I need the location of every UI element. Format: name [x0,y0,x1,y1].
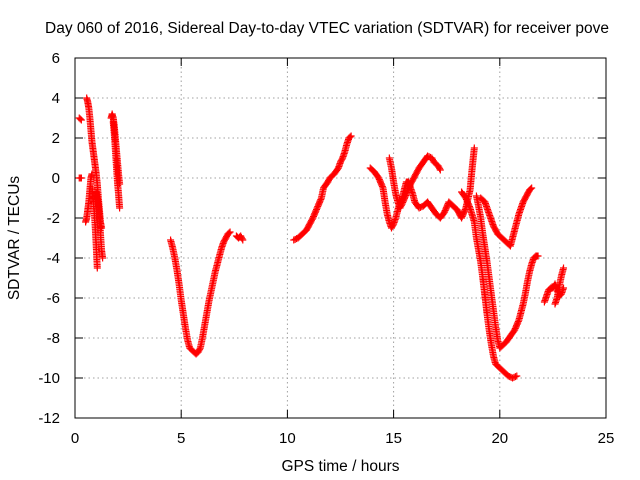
y-tick-label: 4 [52,90,60,107]
data-point [77,174,85,182]
data-point [436,165,444,173]
x-axis-label: GPS time / hours [281,458,399,475]
y-axis-label: SDTVAR / TECUs [6,176,23,301]
data-point [528,184,536,192]
y-tick-label: -6 [47,290,60,307]
data-point [76,115,84,123]
x-tick-label: 15 [385,430,402,447]
data-point [465,203,473,211]
x-tick-label: 0 [71,430,79,447]
data-point [347,132,355,140]
data-point [226,228,234,236]
data-point [346,133,354,141]
data-point [99,254,107,262]
x-tick-label: 25 [598,430,615,447]
y-tick-label: -2 [47,210,60,227]
data-point [225,229,233,237]
plot-frame [74,57,607,419]
x-tick-label: 20 [491,430,508,447]
data-point [239,236,247,244]
y-tick-label: -8 [47,330,60,347]
data-point [527,185,535,193]
data-point [238,235,246,243]
chart-title: Day 060 of 2016, Sidereal Day-to-day VTE… [45,20,609,37]
y-tick-labels: -12 -10 -8 -6 -4 -2 0 2 4 6 [38,50,60,427]
x-tick-labels: 0 5 10 15 20 25 [71,430,615,447]
data-point [116,204,124,212]
data-points [75,94,568,382]
axis-ticks [74,57,607,419]
x-tick-label: 5 [177,430,185,447]
data-point [93,264,101,272]
data-point [436,166,444,174]
data-point [470,144,478,152]
data-point [77,116,85,124]
data-point [317,195,325,203]
grid [75,58,606,418]
data-point [560,264,568,272]
data-point [196,345,204,353]
y-tick-label: 0 [52,170,60,187]
data-point [534,252,542,260]
data-point [513,372,521,380]
x-tick-label: 10 [279,430,296,447]
y-tick-label: 2 [52,130,60,147]
data-point [511,373,519,381]
data-point [514,317,522,325]
y-tick-label: -10 [38,370,60,387]
y-tick-label: -4 [47,250,60,267]
data-point [378,183,386,191]
y-tick-label: -12 [38,410,60,427]
y-tick-label: 6 [52,50,60,67]
